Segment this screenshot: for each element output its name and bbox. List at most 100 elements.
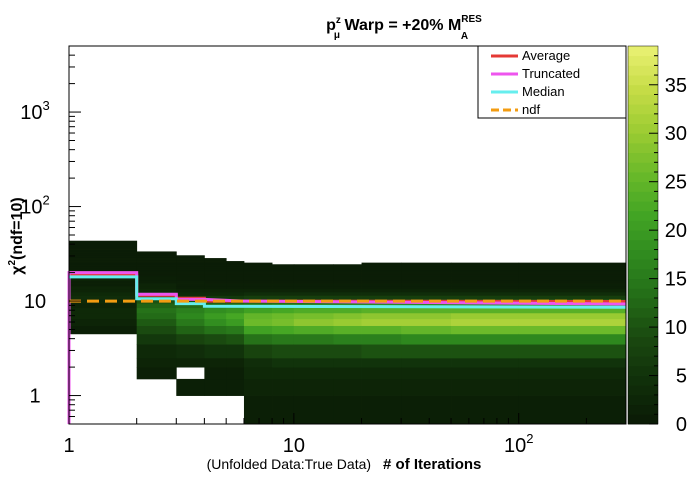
heatmap-cell <box>293 271 334 275</box>
heatmap-cell <box>243 288 273 293</box>
heatmap-cell <box>69 278 138 281</box>
color-scale-band <box>628 104 658 115</box>
heatmap-cell <box>333 367 362 380</box>
heatmap-cell <box>243 278 273 281</box>
heatmap-cell <box>69 318 138 326</box>
x-tick-label: 102 <box>504 431 533 457</box>
heatmap-cell <box>272 378 295 396</box>
heatmap-cell <box>401 264 452 267</box>
heatmap-cell <box>69 259 138 262</box>
heatmap-cell <box>69 243 138 246</box>
heatmap-cell <box>361 344 402 359</box>
heatmap-cell <box>136 261 177 264</box>
heatmap-cell <box>401 378 452 396</box>
legend-box <box>477 45 627 119</box>
heatmap-cell <box>226 288 245 293</box>
heatmap-cell <box>272 312 295 320</box>
color-scale-band <box>628 394 658 406</box>
color-scale-band <box>628 356 658 367</box>
heatmap-cell <box>243 264 273 267</box>
heatmap-cell <box>333 318 362 326</box>
heatmap-cell <box>226 271 245 275</box>
heatmap-cell <box>333 344 362 359</box>
heatmap-cell <box>176 267 205 271</box>
color-scale-band <box>628 220 658 231</box>
heatmap-cell <box>204 318 227 326</box>
heatmap-cell <box>243 291 273 296</box>
heatmap-cell <box>518 269 627 272</box>
color-scale-band <box>628 181 658 192</box>
color-scale-axis: 0 5 10 15 20 25 30 35 <box>649 55 687 436</box>
heatmap-cell <box>518 307 627 314</box>
heatmap-cell <box>451 344 520 359</box>
heatmap-cell <box>136 265 177 269</box>
heatmap-cell <box>136 252 177 255</box>
heatmap-cell <box>243 283 273 287</box>
heatmap-cell <box>293 367 334 380</box>
heatmap-cell <box>293 273 334 277</box>
color-scale-band <box>628 336 658 347</box>
heatmap-cell <box>518 273 627 277</box>
heatmap-cell <box>176 255 205 258</box>
heatmap-cell <box>451 333 520 345</box>
heatmap-cell <box>176 278 205 281</box>
heatmap-cell <box>69 291 138 296</box>
heatmap-cell <box>293 318 334 326</box>
heatmap-cell <box>361 265 402 269</box>
chart-title: pz μ Warp = +20% MRES A <box>326 14 482 42</box>
heatmap-cell <box>401 357 452 368</box>
heatmap-cell <box>176 333 205 345</box>
heatmap-cell <box>226 367 245 380</box>
heatmap-cell <box>361 271 402 275</box>
heatmap-cell <box>69 264 138 267</box>
heatmap-cell <box>226 357 245 368</box>
heatmap-cell <box>272 295 295 300</box>
heatmap-cell <box>204 275 227 279</box>
color-scale-frame <box>627 45 659 425</box>
heatmap-cell <box>451 275 520 279</box>
heatmap-cell <box>204 285 227 290</box>
heatmap-cell <box>401 333 452 345</box>
heatmap-cell <box>69 241 138 244</box>
heatmap-cell <box>243 344 273 359</box>
y-axis-label: χ2(ndf=10) <box>7 197 26 274</box>
heatmap-cell <box>361 288 402 293</box>
heatmap-cell <box>136 255 177 258</box>
heatmap-cell <box>69 303 138 309</box>
heatmap-cell <box>204 295 227 300</box>
legend: Average Truncated Median ndf <box>477 45 627 119</box>
heatmap-cell <box>451 318 520 326</box>
heatmap-cell <box>451 295 520 300</box>
heatmap-cell <box>226 275 245 279</box>
heatmap-cell <box>176 280 205 284</box>
heatmap-cell <box>361 291 402 296</box>
heatmap-cell <box>361 378 402 396</box>
heatmap-cell <box>401 344 452 359</box>
heatmap-cell <box>69 267 138 271</box>
heatmap-cell <box>204 307 227 314</box>
heatmap-cell <box>243 271 273 275</box>
heatmap-cell <box>333 280 362 284</box>
heatmap-cell <box>243 307 273 314</box>
heatmap-cell <box>136 275 177 279</box>
heatmap-cell <box>361 307 402 314</box>
heatmap-cell <box>518 275 627 279</box>
heatmap-cell <box>293 283 334 287</box>
heatmap-cell <box>272 318 295 326</box>
color-scale-band <box>628 414 658 425</box>
heatmap-cell <box>243 325 273 335</box>
heatmap-cell <box>226 307 245 314</box>
heatmap-cell <box>361 262 402 265</box>
heatmap-cell <box>69 285 138 290</box>
heatmap-cell <box>204 271 227 275</box>
color-scale-tick-label: 10 <box>665 317 687 339</box>
heatmap-cell <box>204 269 227 272</box>
heatmap-cell <box>451 269 520 272</box>
color-scale-band <box>628 288 658 299</box>
heatmap-cell <box>401 285 452 290</box>
y-tick-label: 1 <box>29 386 40 408</box>
heatmap-cell <box>243 280 273 284</box>
heatmap-cell <box>69 249 138 251</box>
heatmap-cell <box>226 318 245 326</box>
